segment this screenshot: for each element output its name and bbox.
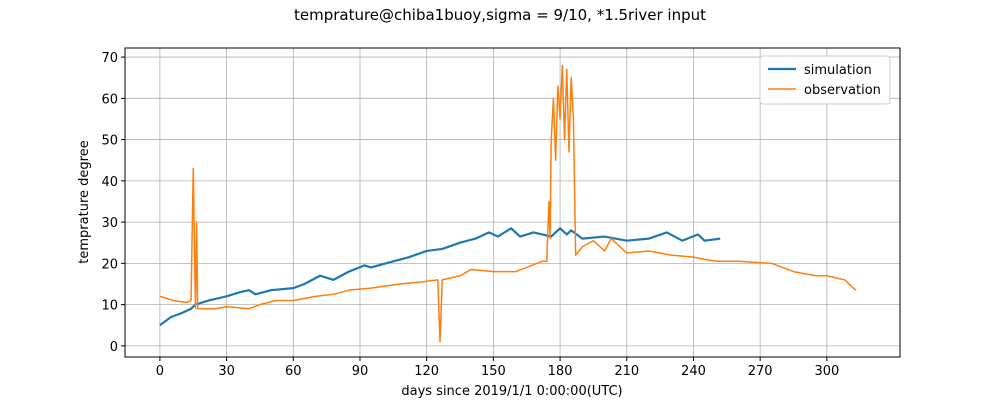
x-tick-label: 300: [814, 364, 839, 379]
x-tick-label: 30: [218, 364, 235, 379]
y-tick-label: 40: [101, 175, 118, 190]
x-tick-label: 270: [748, 364, 773, 379]
x-tick-label: 180: [548, 364, 573, 379]
x-tick-label: 0: [156, 364, 164, 379]
y-tick-label: 0: [110, 340, 118, 355]
y-tick-label: 50: [101, 134, 118, 149]
y-tick-label: 60: [101, 92, 118, 107]
y-tick-label: 20: [101, 257, 118, 272]
x-axis-label: days since 2019/1/1 0:00:00(UTC): [401, 384, 622, 399]
legend-label: simulation: [804, 63, 872, 78]
x-tick-label: 90: [352, 364, 369, 379]
x-tick-label: 240: [681, 364, 706, 379]
x-tick-label: 60: [285, 364, 302, 379]
y-tick-label: 70: [101, 51, 118, 66]
chart-title: temprature@chiba1buoy,sigma = 9/10, *1.5…: [294, 6, 706, 24]
y-axis-label: temprature degree: [77, 140, 92, 263]
plot-frame: [124, 47, 901, 358]
y-tick-label: 30: [101, 216, 118, 231]
x-tick-label: 120: [414, 364, 439, 379]
series-line: [159, 64, 857, 343]
y-tick-label: 10: [101, 299, 118, 314]
legend-label: observation: [804, 83, 881, 98]
x-tick-label: 210: [614, 364, 639, 379]
x-tick-label: 150: [481, 364, 506, 379]
series-line: [159, 227, 721, 327]
